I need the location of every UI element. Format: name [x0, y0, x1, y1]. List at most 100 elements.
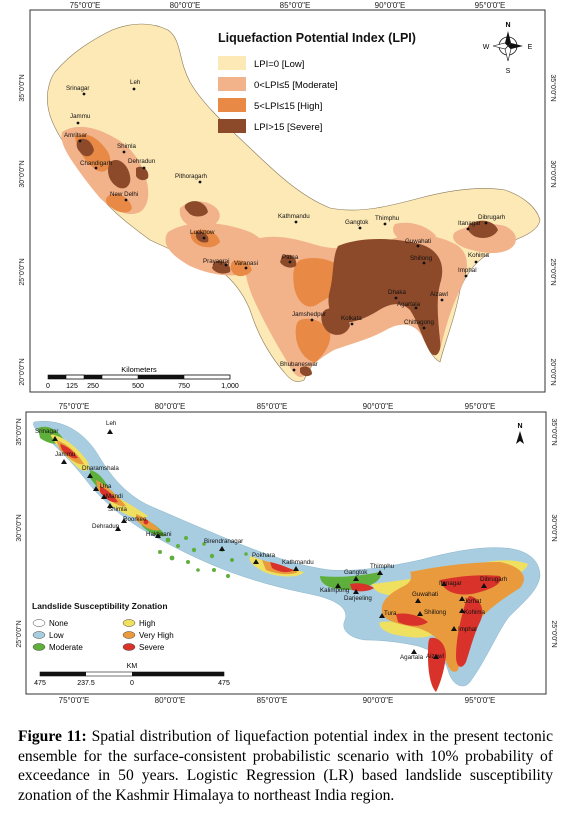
legend-label: None — [49, 619, 69, 628]
svg-text:Tura: Tura — [384, 610, 397, 617]
city-marker: Leh — [130, 79, 141, 91]
compass-n: N — [505, 22, 510, 29]
lon-label: 95°0'0"E — [465, 402, 496, 411]
lon-label: 85°0'0"E — [280, 1, 311, 10]
legend-swatch — [218, 98, 246, 112]
city-marker: Leh — [106, 420, 117, 434]
city-marker: Dehradun — [92, 523, 121, 531]
svg-text:Dibrugarh: Dibrugarh — [480, 576, 508, 583]
lat-label: 35°0'0"N — [550, 418, 558, 445]
lon-labels-bottom: 75°0'0"E 80°0'0"E 85°0'0"E 90°0'0"E 95°0… — [59, 696, 496, 705]
city-marker: Jammu — [55, 451, 76, 464]
city-marker: Dehradun — [128, 158, 156, 170]
city-marker: Shillong — [417, 609, 447, 616]
lpi-high-patches — [75, 134, 350, 362]
legend-item: Very High — [122, 631, 174, 640]
city-marker: Gangtok — [344, 569, 368, 581]
svg-text:Itanagar: Itanagar — [458, 220, 481, 227]
city-marker: Kathmandu — [278, 213, 310, 224]
city-marker: Thimphu — [370, 563, 395, 575]
lpi-severe-patches — [76, 138, 498, 377]
legend-item: None — [32, 619, 69, 628]
svg-text:Kohima: Kohima — [468, 252, 490, 259]
city-marker: Dibrugarh — [478, 214, 506, 225]
lat-label: 25°0'0"N — [15, 620, 23, 647]
legend-label: 5<LPI≤15 [High] — [254, 101, 322, 112]
svg-text:Srinagar: Srinagar — [35, 428, 58, 435]
legend-swatch — [218, 77, 246, 91]
legend-swatch — [122, 643, 136, 651]
landslide-legend: Landslide Susceptibility Zonation None H… — [32, 601, 174, 652]
scale-tick: 500 — [132, 383, 144, 390]
svg-text:Leh: Leh — [106, 420, 117, 427]
caption-label: Figure 11: — [18, 728, 87, 745]
city-marker: Kohima — [468, 252, 490, 264]
svg-text:Jorhat: Jorhat — [464, 598, 481, 605]
svg-text:Dehradun: Dehradun — [92, 523, 120, 530]
lon-label: 80°0'0"E — [155, 696, 186, 705]
lat-labels-right: 35°0'0"N 30°0'0"N 25°0'0"N 20°0'0"N — [549, 74, 557, 385]
legend-item: 5<LPI≤15 [High] — [218, 98, 322, 112]
legend-label: High — [139, 619, 155, 628]
lat-label: 35°0'0"N — [549, 74, 557, 101]
legend-label: Moderate — [49, 643, 83, 652]
svg-text:Guwahati: Guwahati — [405, 238, 431, 245]
svg-text:Kohima: Kohima — [464, 609, 486, 616]
svg-text:Shimla: Shimla — [117, 143, 136, 150]
city-marker: Thimphu — [375, 215, 400, 226]
svg-text:Itanagar: Itanagar — [439, 580, 462, 587]
svg-text:Jammu: Jammu — [55, 451, 76, 458]
svg-text:Mandi: Mandi — [106, 493, 123, 500]
lon-label: 75°0'0"E — [70, 1, 101, 10]
scale-title: Kilometers — [121, 365, 157, 374]
lon-label: 95°0'0"E — [465, 696, 496, 705]
svg-text:Kathmandu: Kathmandu — [282, 559, 314, 566]
compass-e: E — [528, 44, 533, 51]
lpi-legend: Liquefaction Potential Index (LPI) LPI=0… — [218, 31, 416, 133]
legend-label: LPI=0 [Low] — [254, 59, 304, 70]
legend-item: Severe — [122, 643, 165, 652]
scale-tick: 475 — [218, 680, 230, 687]
compass-rose-icon: N S E W — [483, 22, 533, 75]
lon-label: 80°0'0"E — [155, 402, 186, 411]
lat-label: 30°0'0"N — [15, 514, 23, 541]
svg-text:Bhubaneswar: Bhubaneswar — [280, 361, 318, 368]
scale-bar: KM 475 237.5 0 475 — [34, 663, 230, 687]
city-marker: Kalimpong — [320, 583, 350, 594]
lon-label: 90°0'0"E — [363, 402, 394, 411]
city-marker: Agartala — [397, 301, 421, 310]
lon-labels-top: 75°0'0"E 80°0'0"E 85°0'0"E 90°0'0"E 95°0… — [70, 1, 506, 10]
legend-swatch — [122, 619, 136, 627]
city-marker: Aizawl — [430, 291, 448, 302]
scale-tick: 0 — [130, 680, 134, 687]
susceptibility-severe-zone — [60, 444, 501, 692]
scale-tick: 0 — [46, 383, 50, 390]
legend-item: LPI>15 [Severe] — [218, 119, 322, 133]
city-marker: Dhaka — [388, 289, 406, 300]
city-marker: Haldwani — [146, 531, 171, 538]
city-marker: Darjeeling — [344, 589, 372, 602]
lat-label: 25°0'0"N — [549, 258, 557, 285]
city-marker: Dibrugarh — [480, 576, 508, 588]
city-marker: Roorkee — [121, 516, 147, 523]
city-marker: Jorhat — [459, 596, 481, 605]
lon-label: 90°0'0"E — [363, 696, 394, 705]
city-marker: Jamshedpur — [292, 311, 326, 322]
lat-label: 25°0'0"N — [18, 258, 26, 285]
svg-text:Imphal: Imphal — [458, 626, 477, 633]
svg-text:Kalimpong: Kalimpong — [320, 587, 350, 594]
figure-caption: Figure 11: Spatial distribution of lique… — [18, 727, 553, 805]
city-marker: Tura — [379, 610, 397, 618]
svg-text:Leh: Leh — [130, 79, 141, 86]
svg-text:Dhaka: Dhaka — [388, 289, 406, 296]
city-marker: Kathmandu — [282, 559, 314, 571]
city-marker: Gangtok — [345, 219, 369, 230]
city-marker: Kohima — [459, 608, 486, 616]
lon-label: 90°0'0"E — [375, 1, 406, 10]
svg-text:Varanasi: Varanasi — [234, 260, 258, 267]
legend-title: Landslide Susceptibility Zonation — [32, 601, 168, 611]
svg-text:Roorkee: Roorkee — [123, 516, 147, 523]
legend-swatch — [32, 631, 46, 639]
svg-text:Pithoragarh: Pithoragarh — [175, 173, 208, 180]
city-marker: Dharamshala — [82, 465, 119, 478]
